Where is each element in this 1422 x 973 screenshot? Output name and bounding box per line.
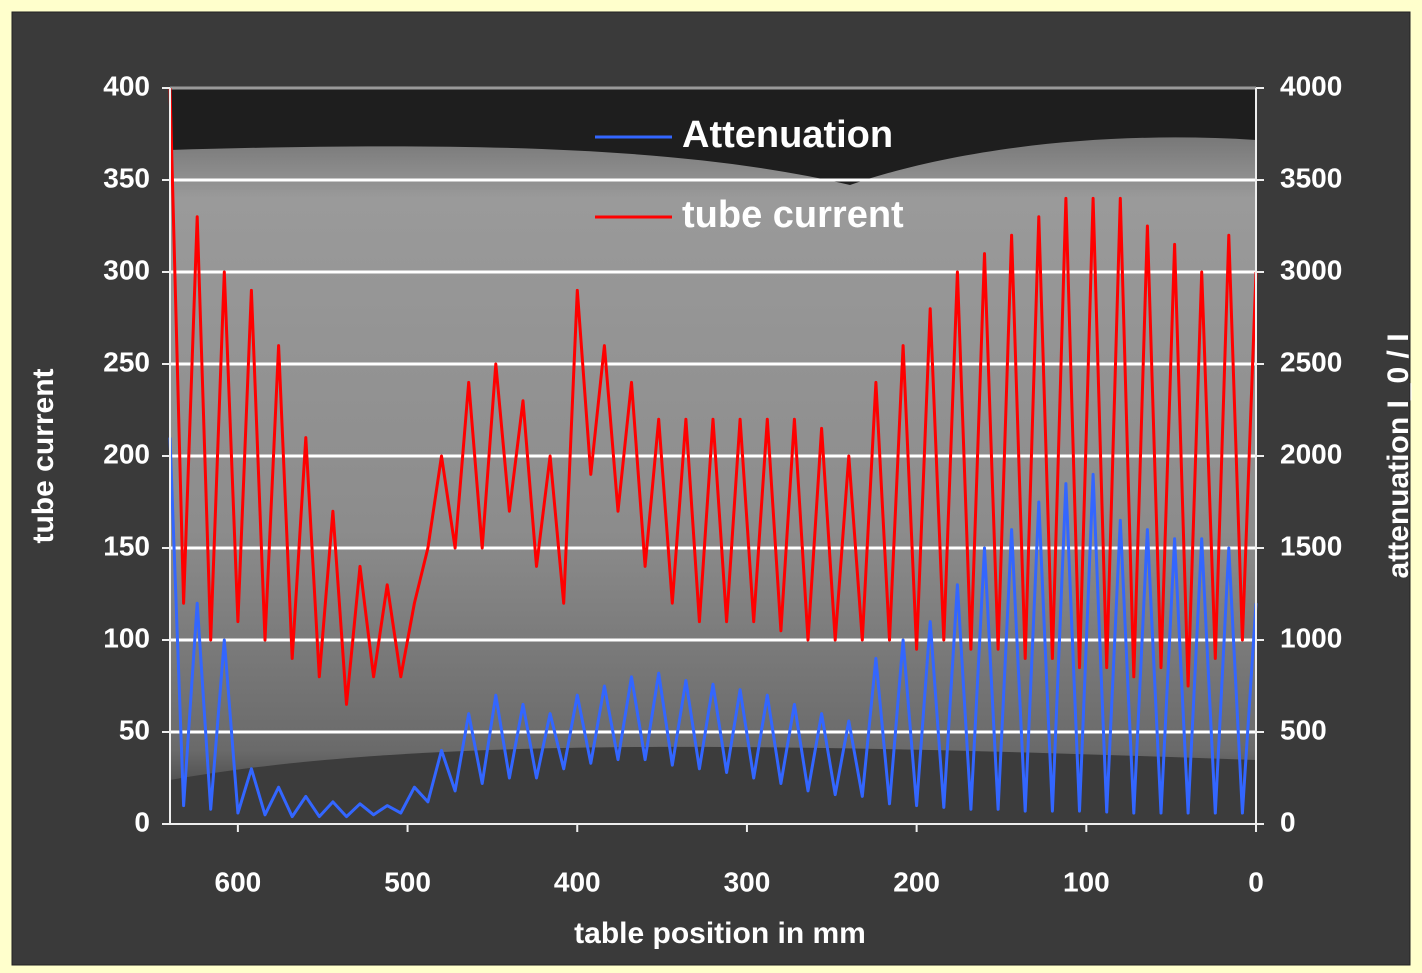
y2-tick-label: 500 <box>1280 714 1327 745</box>
xray-dark-band <box>170 88 1256 185</box>
data-line <box>168 437 1258 819</box>
y-tick-label: 100 <box>103 622 150 653</box>
x-tick-label: 600 <box>215 866 262 897</box>
y-tick-label: 200 <box>103 438 150 469</box>
y2-tick-label: 3000 <box>1280 254 1342 285</box>
y-tick-label: 150 <box>103 530 150 561</box>
x-tick-label: 300 <box>724 866 771 897</box>
x-axis-label: table position in mm <box>574 917 866 950</box>
y-tick-label: 0 <box>134 806 150 837</box>
x-tick-label: 200 <box>893 866 940 897</box>
y2-tick-label: 2500 <box>1280 346 1342 377</box>
y-tick-label: 300 <box>103 254 150 285</box>
x-tick-label: 400 <box>554 866 601 897</box>
y-tick-label: 400 <box>103 70 150 101</box>
x-tick-label: 500 <box>384 866 431 897</box>
y-axis-label: tube current <box>27 368 60 543</box>
y-tick-label: 250 <box>103 346 150 377</box>
x-tick-label: 0 <box>1248 866 1264 897</box>
y2-tick-label: 0 <box>1280 806 1296 837</box>
y2-axis-label: attenuation I_0 / I <box>1382 333 1415 578</box>
y2-tick-label: 1500 <box>1280 530 1342 561</box>
legend-label: Attenuation <box>682 114 893 156</box>
legend-label: tube current <box>682 194 904 236</box>
xray-lower-band <box>170 746 1256 824</box>
data-line <box>168 87 1258 706</box>
y2-tick-label: 2000 <box>1280 438 1342 469</box>
x-tick-label: 100 <box>1063 866 1110 897</box>
y-tick-label: 50 <box>119 714 150 745</box>
y2-tick-label: 4000 <box>1280 70 1342 101</box>
y2-tick-label: 1000 <box>1280 622 1342 653</box>
y-tick-label: 350 <box>103 162 150 193</box>
y2-tick-label: 3500 <box>1280 162 1342 193</box>
